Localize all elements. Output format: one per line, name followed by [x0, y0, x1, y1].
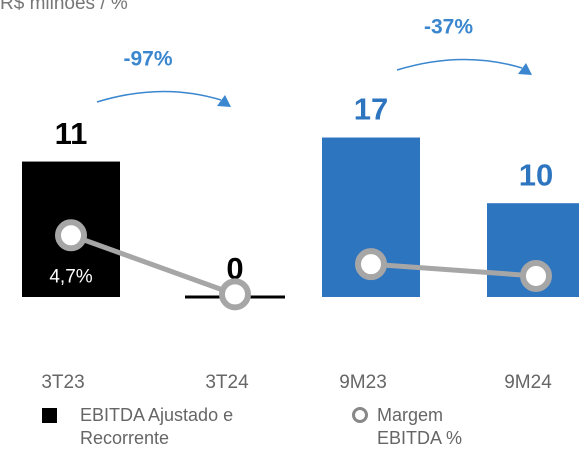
- annotation: -37%: [424, 16, 473, 39]
- x-tick-label: 3T24: [205, 372, 249, 393]
- legend-swatch: [352, 407, 368, 423]
- subtitle: R$ milhões / %: [0, 0, 128, 14]
- legend-bars: EBITDA Ajustado e Recorrente: [42, 404, 290, 450]
- margin-label: 0,2%: [213, 325, 256, 346]
- legend-label: Margem EBITDA %: [377, 405, 463, 448]
- x-tick-label: 9M24: [504, 372, 552, 393]
- x-tick-label: 3T23: [41, 372, 84, 393]
- annotation: -97%: [123, 48, 172, 71]
- bar-value-label: 11: [55, 116, 88, 151]
- x-tick-label: 9M23: [339, 372, 387, 393]
- legend-line: Margem EBITDA %: [352, 404, 487, 450]
- bar-value-label: 17: [354, 92, 388, 127]
- margin-label: 4,7%: [49, 266, 92, 287]
- margin-line: [70, 232, 236, 297]
- margin-point: [355, 248, 387, 281]
- margin-point: [520, 259, 552, 292]
- margin-label: 2,5%: [349, 295, 392, 316]
- annotation-arrowhead: [518, 63, 532, 75]
- legend-swatch: [42, 408, 57, 423]
- margin-point: [219, 278, 251, 311]
- bar-value-label: 10: [519, 157, 553, 192]
- annotation-arrow: [96, 90, 222, 103]
- bar-value-label: 0: [226, 251, 243, 286]
- margin-line: [370, 261, 537, 279]
- margin-point: [55, 219, 87, 252]
- legend-label: EBITDA Ajustado e Recorrente: [80, 405, 234, 448]
- annotation-arrow: [396, 58, 523, 71]
- margin-label: 1,6%: [514, 307, 557, 328]
- annotation-arrowhead: [217, 95, 231, 107]
